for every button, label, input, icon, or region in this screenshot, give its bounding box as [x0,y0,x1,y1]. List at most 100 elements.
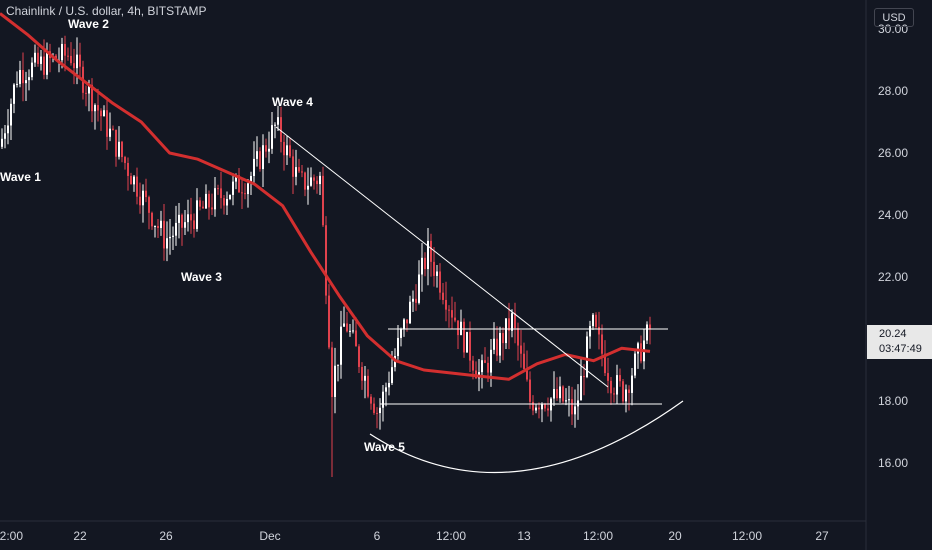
candle-body [520,345,522,354]
candle-body [538,407,540,410]
candle-body [208,193,210,208]
candle-body [103,110,105,117]
price-tick-label: 24.00 [878,208,908,222]
time-tick-label: 13 [517,529,531,543]
price-tick-label: 18.00 [878,394,908,408]
candle-body [271,125,273,149]
candle-body [172,235,174,237]
candle-body [7,125,9,134]
candle-body [151,212,153,227]
candle-body [262,145,264,170]
candle-body [439,271,441,293]
wave-labels: Wave 1 Wave 2 Wave 3 Wave 4 Wave 5 [0,17,405,454]
candle-body [70,55,72,64]
currency-button[interactable]: USD [874,8,914,27]
candle-body [4,133,6,139]
candle-body [628,389,630,393]
candle-body [580,375,582,401]
candle-body [403,319,405,330]
candle-body [91,84,93,112]
candle-body [397,337,399,357]
candle-body [256,151,258,159]
candle-body [196,200,198,229]
price-tick-label: 28.00 [878,84,908,98]
candle-body [199,200,201,207]
candle-body [547,408,549,411]
candle-body [106,110,108,137]
candle-body [391,367,393,384]
candle-body [190,214,192,221]
candle-body [565,400,567,402]
moving-average-line [0,12,651,381]
candle-body [496,338,498,356]
candle-body [505,318,507,344]
candle-body [451,310,453,318]
candle-body [343,323,345,327]
candle-body [166,238,168,249]
candle-body [592,314,594,327]
wave-label: Wave 4 [272,95,313,109]
candle-body [400,329,402,338]
candle-body [226,199,228,206]
candle-body [493,338,495,350]
candle-body [556,389,558,399]
candle-body [364,375,366,381]
candle-body [502,333,504,344]
candle-body [217,188,219,190]
candle-body [187,214,189,223]
candle-body [358,346,360,367]
candle-body [19,69,21,84]
candle-body [622,381,624,402]
candle-body [178,214,180,223]
candle-body [427,240,429,270]
time-axis[interactable]: 12:00 22 26 Dec 6 12:00 13 12:00 20 12:00 27 [0,529,829,543]
rounding-bottom-arc [369,400,684,474]
candle-body [517,328,519,346]
candle-body [466,332,468,353]
candle-body [268,148,270,152]
candle-body [100,110,102,117]
candle-body [232,181,234,195]
candle-body [640,343,642,362]
candle-body [130,175,132,185]
candle-body [79,54,81,67]
candle-body [526,368,528,380]
candle-body [325,225,327,296]
candle-body [313,177,315,181]
candle-body [46,51,48,75]
candle-body [160,220,162,228]
candle-body [430,240,432,262]
candle-body [118,141,120,157]
time-tick-label: 12:00 [436,529,466,543]
candle-body [571,399,573,415]
candle-body [61,43,63,61]
candle-body [250,175,252,184]
candle-body [265,145,267,152]
candle-body [448,309,450,311]
candle-body [418,274,420,303]
candle-body [211,207,213,210]
candle-body [259,151,261,170]
candle-body [127,162,129,176]
candle-body [121,141,123,158]
candle-body [205,193,207,209]
candle-body [184,222,186,228]
candle-body [295,167,297,177]
candle-body [604,353,606,374]
candle-body [280,117,282,142]
candle-body [214,188,216,210]
candle-body [1,138,3,147]
candle-body [253,158,255,176]
price-tick-label: 16.00 [878,456,908,470]
candle-body [514,313,516,329]
candle-body [472,360,474,371]
candle-body [115,129,117,157]
candle-body [634,353,636,376]
candle-body [322,175,324,226]
candle-body [193,220,195,229]
candle-body [163,220,165,249]
candle-body [181,214,183,228]
time-tick-label: 6 [374,529,381,543]
candle-body [37,52,39,64]
